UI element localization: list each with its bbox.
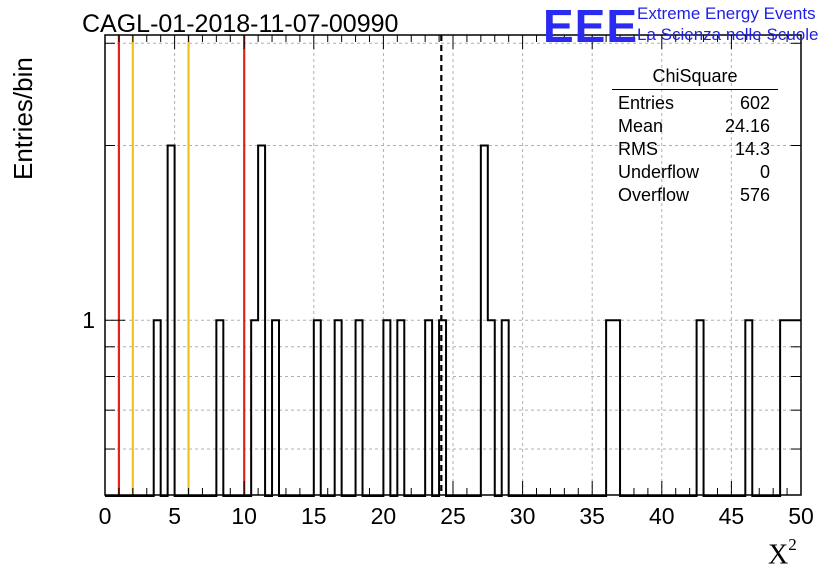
stats-box: ChiSquare Entries 602 Mean 24.16 RMS 14.… <box>608 66 778 207</box>
x-tick-label: 45 <box>719 503 745 529</box>
histogram-bin <box>613 320 620 495</box>
histogram-bin <box>335 320 342 495</box>
histogram-bin <box>154 320 161 495</box>
x-tick-label: 20 <box>371 503 397 529</box>
x-tick-label: 0 <box>99 503 112 529</box>
stat-value: 602 <box>739 93 770 113</box>
stats-divider <box>612 89 778 90</box>
x-tick-label: 30 <box>510 503 536 529</box>
histogram-bin <box>606 320 613 495</box>
histogram-bin <box>314 320 321 495</box>
stat-label: Underflow <box>618 162 700 182</box>
stat-value: 576 <box>739 185 770 205</box>
eee-logo-text: Extreme Energy Events La Scienza nelle S… <box>637 3 818 45</box>
x-axis-label: X2 <box>768 535 797 571</box>
logo-line-2: La Scienza nelle Scuole <box>637 25 819 44</box>
histogram-bin <box>425 320 432 495</box>
histogram-bin <box>697 320 704 495</box>
histogram-bin <box>439 320 446 495</box>
logo-line-1: Extreme Energy Events <box>637 4 816 23</box>
histogram-bin <box>383 320 390 495</box>
stat-value: 24.16 <box>724 116 770 136</box>
histogram-outline <box>105 144 801 497</box>
x-tick-label: 5 <box>168 503 181 529</box>
stat-row-rms: RMS 14.3 <box>608 138 778 161</box>
x-tick-label: 50 <box>788 503 814 529</box>
histogram-bin <box>272 320 279 495</box>
histogram-bin <box>397 320 404 495</box>
x-tick-label: 25 <box>440 503 466 529</box>
stat-label: RMS <box>618 139 658 159</box>
stat-label: Mean <box>618 116 664 136</box>
x-axis-label-base: X <box>768 539 789 571</box>
histogram-bin <box>258 145 265 495</box>
y-tick-label: 1 <box>82 307 95 333</box>
histogram-bin <box>780 320 787 495</box>
stats-title: ChiSquare <box>652 66 738 86</box>
histogram-bin <box>251 320 258 495</box>
x-tick-label: 15 <box>301 503 327 529</box>
x-tick-label: 40 <box>649 503 675 529</box>
stat-value: 0 <box>759 162 770 182</box>
x-tick-label: 35 <box>579 503 605 529</box>
histogram-bin <box>168 145 175 495</box>
stat-label: Entries <box>618 93 675 113</box>
stat-label: Overflow <box>618 185 690 205</box>
y-axis-label: Entries/bin <box>8 57 38 180</box>
stat-row-underflow: Underflow 0 <box>608 161 778 184</box>
x-axis-label-superscript: 2 <box>788 535 797 554</box>
histogram-bin <box>502 320 509 495</box>
stat-row-entries: Entries 602 <box>608 92 778 115</box>
histogram-bin <box>488 320 495 495</box>
stat-value: 14.3 <box>734 139 770 159</box>
histogram-bin <box>216 320 223 495</box>
x-tick-label: 10 <box>231 503 257 529</box>
histogram-bin <box>745 320 752 495</box>
histogram-bin <box>356 320 363 495</box>
histogram-bin <box>481 145 488 495</box>
stat-row-mean: Mean 24.16 <box>608 115 778 138</box>
stat-row-overflow: Overflow 576 <box>608 184 778 207</box>
chart-title: CAGL-01-2018-11-07-00990 <box>82 10 399 38</box>
eee-logo: EEE <box>543 0 639 52</box>
